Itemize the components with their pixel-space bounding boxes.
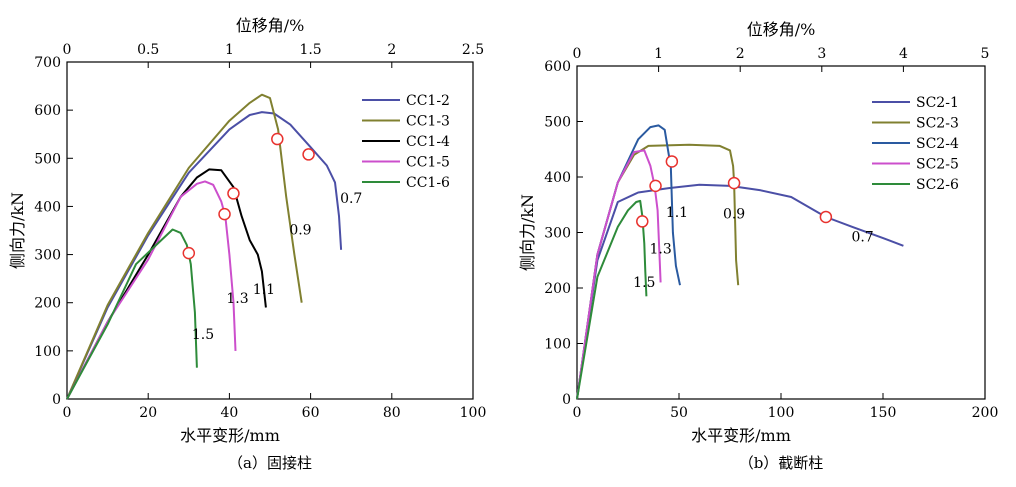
- annotation-label: 1.3: [226, 291, 248, 307]
- annotation-label: 1.5: [192, 327, 214, 343]
- chart-caption: （a）固接柱: [228, 454, 312, 472]
- legend-label: CC1-6: [406, 175, 450, 191]
- x-tick-label: 150: [870, 405, 897, 421]
- series-line-sc2-5: [576, 149, 662, 400]
- legend: CC1-2 CC1-3 CC1-4 CC1-5 CC1-6: [362, 93, 450, 191]
- y-axis-title: 侧向力/kN: [518, 194, 537, 271]
- marker-sc2-4: [665, 155, 679, 168]
- x-tick-label: 50: [670, 405, 688, 421]
- legend-label: SC2-6: [916, 177, 959, 193]
- series-line-cc1-2: [66, 111, 343, 400]
- annotation-label: 1.1: [253, 282, 275, 298]
- x2-tick-label: 1: [654, 46, 663, 62]
- marker-cc1-4: [227, 187, 240, 200]
- y-tick-label: 600: [544, 59, 571, 75]
- x-tick-label: 100: [768, 405, 795, 421]
- y-tick-label: 500: [544, 115, 571, 131]
- legend-label: CC1-4: [406, 134, 450, 150]
- x-tick-label: 100: [460, 405, 487, 421]
- annotation-label: 0.7: [340, 191, 362, 207]
- series-line-sc2-4: [576, 124, 681, 400]
- annotation-label: 0.7: [851, 229, 873, 245]
- y-tick-label: 600: [34, 103, 61, 119]
- x-tick-label: 0: [63, 405, 72, 421]
- x-axis-title: 水平变形/mm: [180, 426, 280, 445]
- marker-cc1-2: [302, 148, 315, 161]
- x2-tick-label: 4: [899, 46, 908, 62]
- x-tick-label: 80: [383, 405, 401, 421]
- x-tick-label: 40: [220, 405, 238, 421]
- x2-tick-label: 1.5: [299, 42, 321, 58]
- marker-sc2-5: [649, 179, 662, 193]
- x2-tick-label: 1: [225, 42, 234, 58]
- y-tick-label: 300: [544, 226, 571, 242]
- y-tick-label: 200: [544, 281, 571, 297]
- series-line-cc1-6: [66, 228, 198, 400]
- y-tick-label: 400: [544, 170, 571, 186]
- x-axis-title: 水平变形/mm: [691, 426, 791, 445]
- series-line-cc1-5: [66, 180, 237, 400]
- y-tick-label: 700: [34, 55, 61, 71]
- marker-cc1-6: [182, 246, 196, 260]
- x-tick-label: 0: [573, 405, 582, 421]
- annotation-label: 1.1: [666, 205, 688, 221]
- y-tick-label: 500: [34, 151, 61, 167]
- legend-label: SC2-5: [916, 157, 959, 173]
- annotation-label: 0.9: [289, 223, 311, 239]
- marker-sc2-1: [819, 210, 833, 224]
- y-tick-label: 400: [34, 199, 61, 215]
- legend-label: SC2-1: [916, 95, 959, 111]
- marker-sc2-6: [636, 215, 649, 228]
- marker-sc2-3: [727, 176, 741, 190]
- x2-tick-label: 0: [63, 42, 72, 58]
- y-tick-label: 300: [34, 248, 61, 264]
- y-axis-title: 侧向力/kN: [8, 192, 27, 269]
- annotation-label: 1.5: [633, 275, 655, 291]
- marker-cc1-5: [218, 207, 231, 221]
- x2-axis-title: 位移角/%: [236, 16, 305, 35]
- legend-label: SC2-4: [916, 136, 959, 152]
- legend-label: CC1-3: [406, 114, 450, 130]
- chart-caption: （b）截断柱: [739, 454, 824, 472]
- legend-label: SC2-3: [916, 116, 959, 132]
- x-tick-label: 200: [972, 405, 999, 421]
- x2-tick-label: 3: [817, 46, 826, 62]
- x-tick-label: 60: [302, 405, 320, 421]
- legend: SC2-1 SC2-3 SC2-4 SC2-5 SC2-6: [872, 95, 959, 193]
- y-tick-label: 200: [34, 296, 61, 312]
- y-tick-label: 0: [562, 392, 571, 408]
- x2-tick-label: 0: [573, 46, 582, 62]
- x2-tick-label: 0.5: [137, 42, 159, 58]
- x2-tick-label: 2.5: [462, 42, 484, 58]
- legend-label: CC1-5: [406, 155, 450, 171]
- series-line-cc1-4: [66, 168, 267, 400]
- x2-tick-label: 2: [387, 42, 396, 58]
- y-tick-label: 100: [544, 337, 571, 353]
- legend-label: CC1-2: [406, 93, 450, 109]
- x-tick-label: 20: [139, 405, 157, 421]
- marker-cc1-3: [271, 132, 284, 146]
- y-tick-label: 100: [34, 344, 61, 360]
- series-line-sc2-6: [576, 199, 648, 400]
- x2-axis-title: 位移角/%: [747, 20, 816, 39]
- annotation-label: 1.3: [650, 242, 672, 258]
- plot-frame: [66, 61, 474, 400]
- series-line-cc1-3: [66, 93, 303, 400]
- annotation-label: 0.9: [723, 207, 745, 223]
- y-tick-label: 0: [52, 392, 61, 408]
- x2-tick-label: 5: [981, 46, 990, 62]
- x2-tick-label: 2: [736, 46, 745, 62]
